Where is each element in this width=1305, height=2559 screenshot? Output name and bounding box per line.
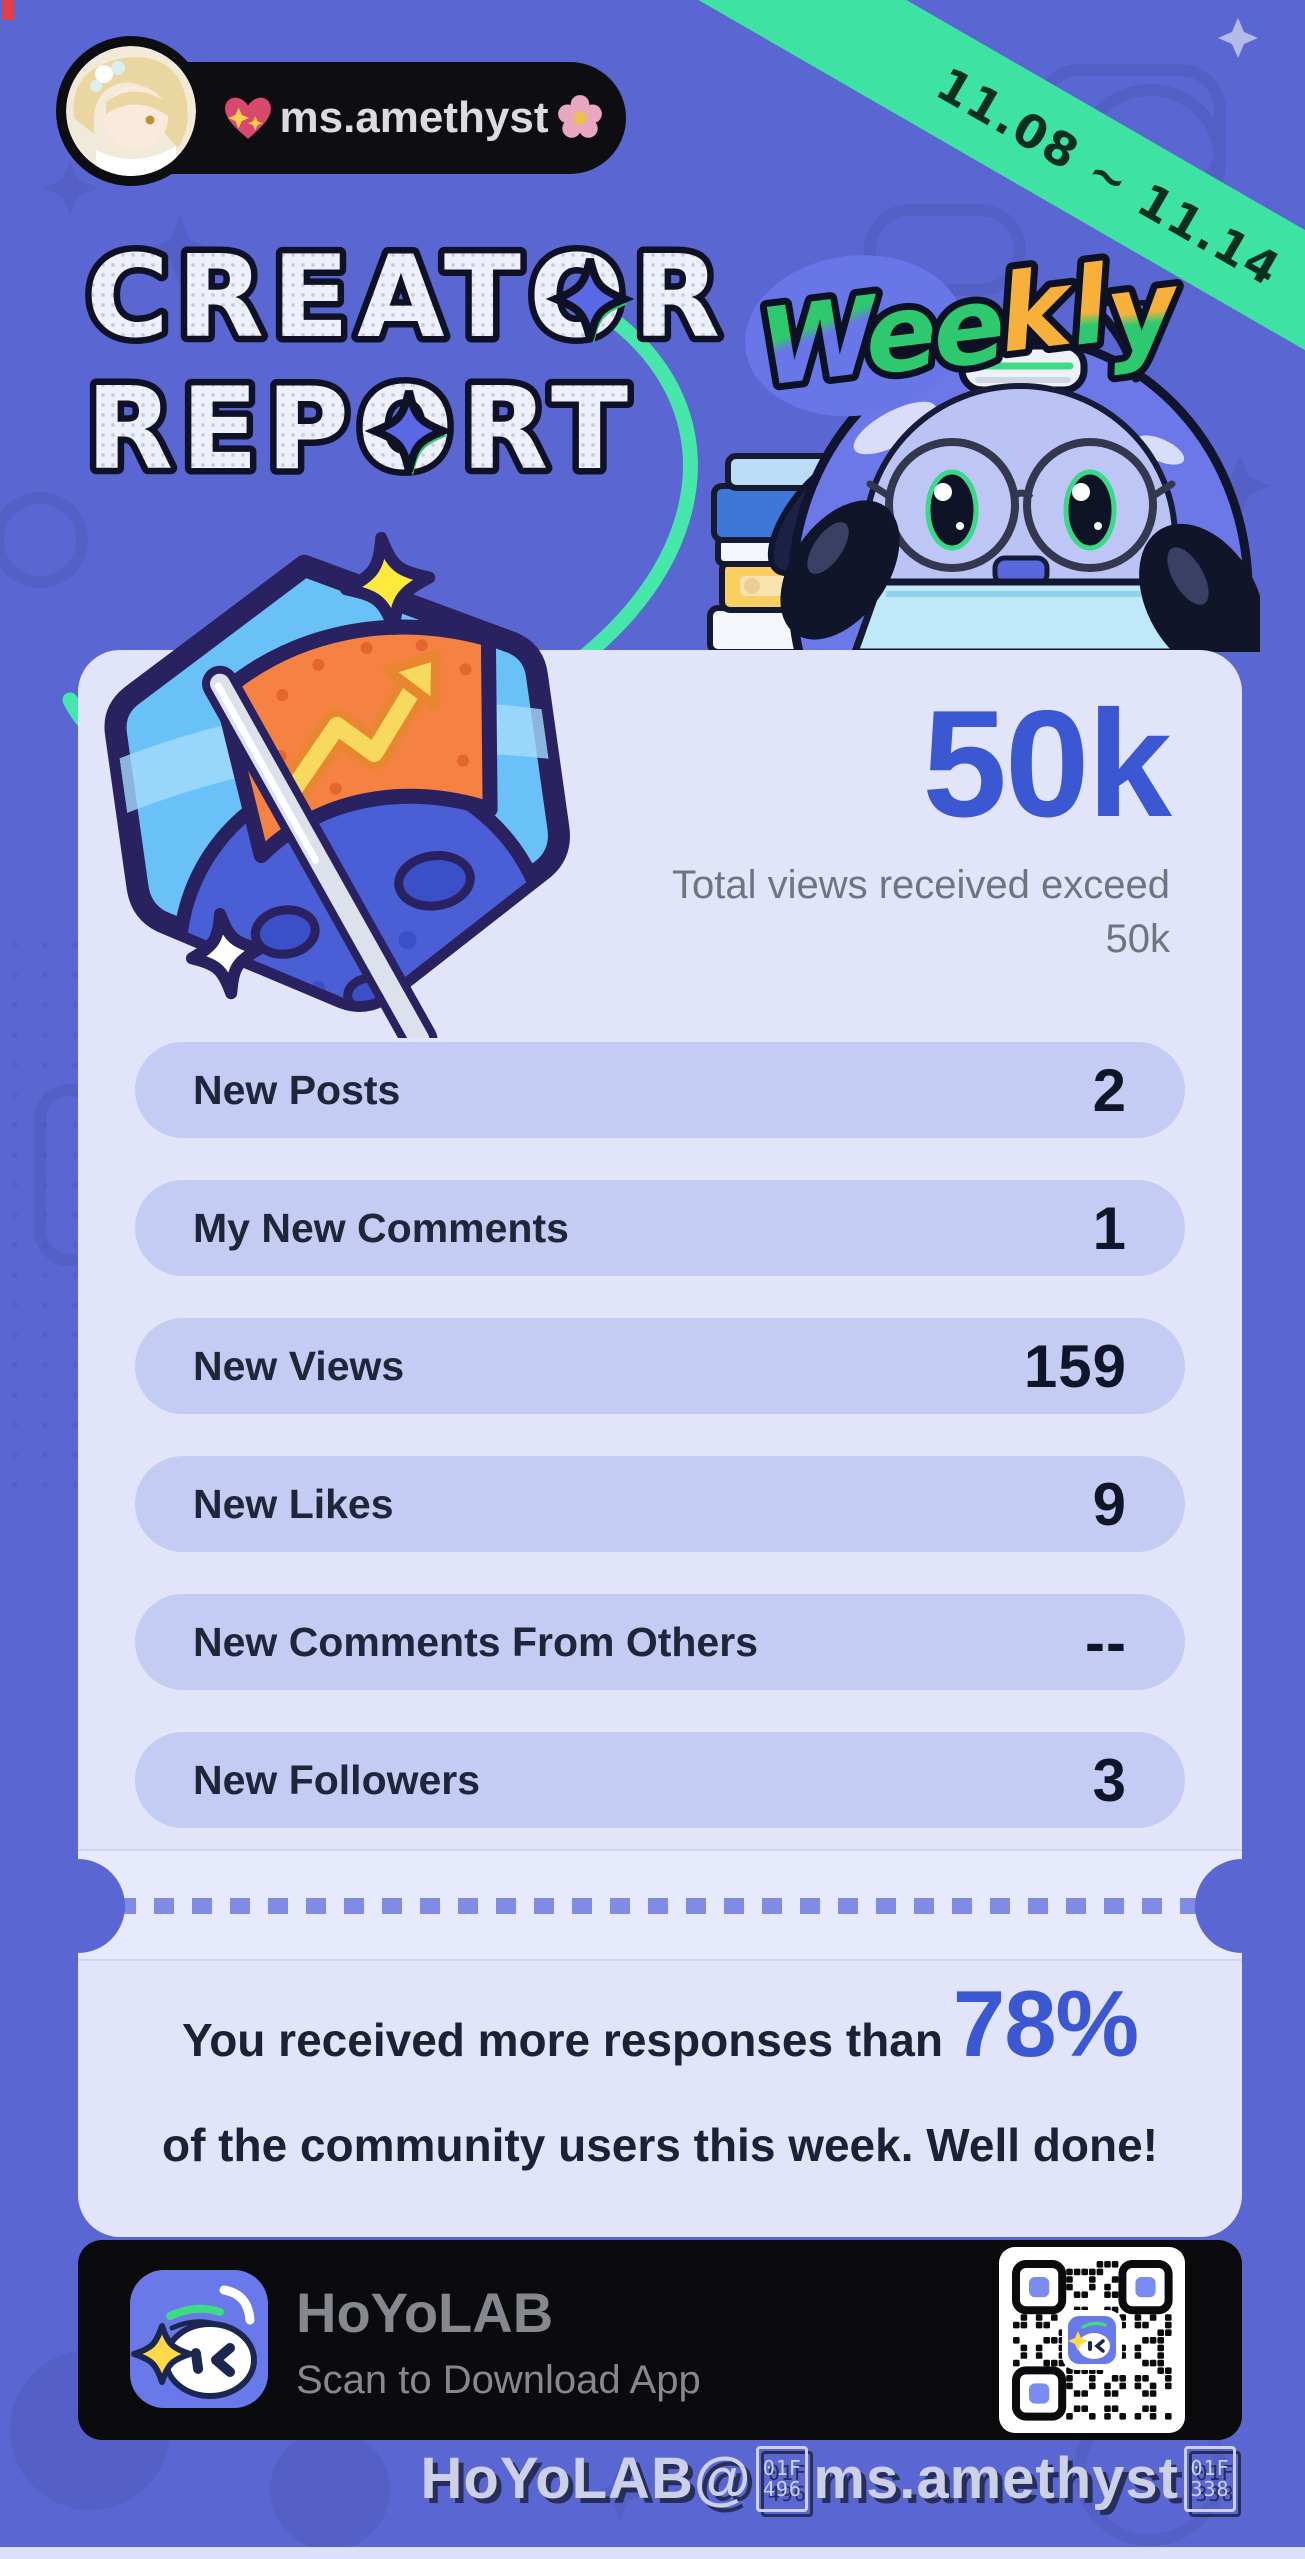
username-label: ms.amethyst [279,93,549,142]
cherry-blossom-icon [557,95,602,138]
stat-label: New Followers [193,1756,481,1803]
stat-label: My New Comments [193,1204,569,1251]
stat-label: New Comments From Others [193,1618,758,1665]
bottom-edge-strip [0,2547,1305,2559]
hoyolab-app-icon [130,2270,268,2408]
hoyolab-mascot [707,300,1260,652]
weekly-title: W e e k l y [745,236,1194,417]
title-line2: REPORT [86,363,636,495]
stat-label: New Views [193,1342,405,1389]
download-qr-code [999,2247,1185,2433]
sparkling-heart-icon [225,97,272,139]
stat-row: New Views 159 [135,1318,1185,1414]
stat-row: New Likes 9 [135,1456,1185,1552]
highlight-description-line1: Total views received exceed [671,863,1170,907]
watermark: HoYoLAB@ 01F 496 ms.amethyst 01F 338 [421,2445,1242,2512]
stat-value: 1 [1092,1194,1127,1262]
watermark-middle: ms.amethyst [813,2446,1179,2511]
title-star-icon [545,258,635,344]
footer-app-name: HoYoLAB [296,2281,554,2344]
creator-report-title: CREATOR REPORT [80,225,728,502]
summary-percent: 78% [952,1971,1139,2076]
highlight-block: 50k Total views received exceed 50k [672,679,1172,966]
weekly-letter: y [1100,246,1187,377]
stat-label: New Posts [193,1066,401,1113]
dashed-divider [116,1898,1204,1914]
avatar-art [66,46,196,176]
highlight-value: 50k [922,679,1172,849]
stat-value: 9 [1092,1470,1127,1538]
stat-value: 159 [1023,1332,1127,1400]
footer-scan-text: Scan to Download App [296,2358,701,2402]
stat-row: New Posts 2 [135,1042,1185,1138]
trending-flag-badge-icon [104,531,570,1038]
summary-block: You received more responses than 78% of … [78,1970,1242,2172]
ticket-notch-left [31,1859,125,1953]
footer-bar: HoYoLAB Scan to Download App [78,2240,1242,2440]
title-star-icon [364,390,454,476]
highlight-description-line2: 50k [1105,917,1171,961]
stat-value: -- [1085,1608,1127,1676]
stat-value: 3 [1092,1746,1127,1814]
summary-suffix: of the community users this week. Well d… [161,2119,1158,2171]
stat-value: 2 [1092,1056,1127,1124]
summary-prefix: You received more responses than [181,2014,943,2066]
report-card: 50k Total views received exceed 50k New … [31,650,1289,2237]
stats-list: New Posts 2 My New Comments 1 New Views 159 Ne… [135,1042,1185,1870]
ticket-notch-right [1195,1859,1289,1953]
highlight-description: Total views received exceed 50k [672,858,1170,966]
stat-row: My New Comments 1 [135,1180,1185,1276]
title-line1: CREATOR [86,231,728,363]
watermark-prefix: HoYoLAB@ [420,2446,752,2511]
avatar [56,36,206,186]
stat-row: New Comments From Others -- [135,1594,1185,1690]
edge-red-mark [2,0,14,20]
stat-row: New Followers 3 [135,1732,1185,1828]
stat-label: New Likes [193,1480,394,1527]
weekly-letter: W [753,273,889,410]
tofu-glyph-box: 01F 338 [1184,2445,1236,2512]
tofu-glyph-box: 01F 496 [756,2445,809,2512]
